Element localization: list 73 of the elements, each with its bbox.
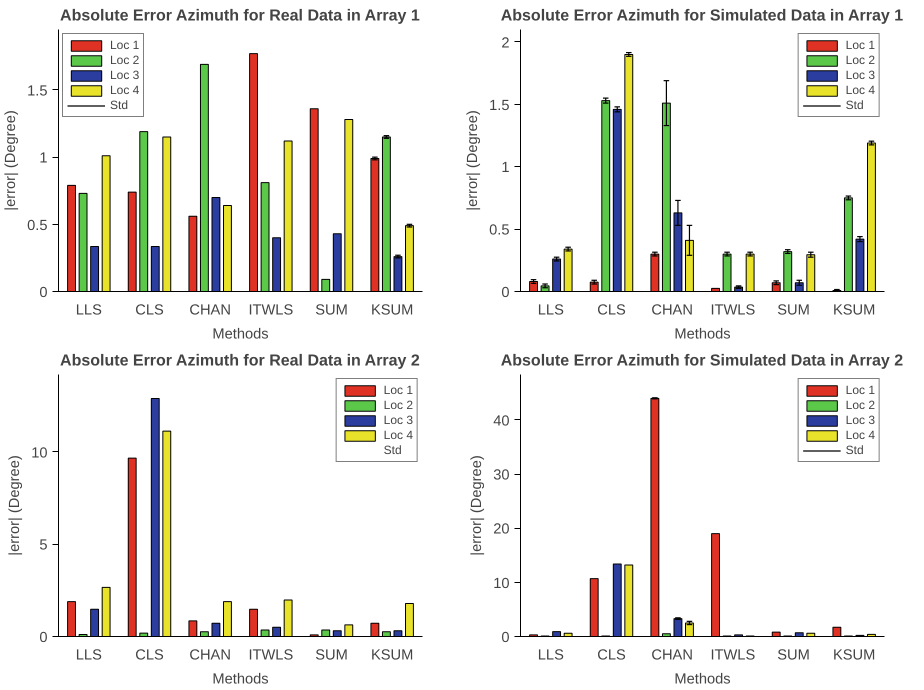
x-tick-label: LLS	[76, 648, 102, 664]
legend-label: Loc 1	[846, 38, 875, 52]
legend-label: Loc 1	[846, 383, 875, 397]
x-tick-label: ITWLS	[248, 648, 294, 664]
legend-label: Loc 4	[846, 428, 875, 442]
y-tick-label: 1	[39, 150, 48, 167]
x-tick-label: CLS	[597, 648, 626, 664]
legend-label: Loc 2	[384, 398, 413, 412]
legend-label: Loc 2	[846, 53, 875, 67]
x-axis-title: Methods	[674, 672, 731, 688]
x-tick-label: CHAN	[651, 648, 693, 664]
legend-label: Loc 2	[846, 398, 875, 412]
y-tick-label: 1.5	[27, 83, 48, 100]
x-tick-label: KSUM	[370, 302, 414, 318]
y-tick-label: 0.5	[489, 222, 510, 239]
x-tick-label: CLS	[135, 648, 164, 664]
x-tick-label: SUM	[315, 302, 348, 318]
y-tick-label: 10	[493, 576, 510, 592]
legend-label: Loc 4	[846, 83, 875, 97]
x-tick-label: KSUM	[832, 648, 876, 664]
y-tick-label: 10	[31, 445, 48, 462]
y-tick-label: 0	[39, 285, 48, 301]
x-tick-label: LLS	[538, 648, 564, 664]
x-tick-label: ITWLS	[710, 648, 756, 664]
x-tick-label: SUM	[315, 648, 348, 664]
annotation: Std	[846, 98, 865, 112]
y-axis-title: |error| (Degree)	[465, 110, 482, 211]
x-tick-label: CHAN	[189, 302, 231, 318]
legend-label: Loc 4	[110, 83, 140, 97]
y-axis-title: |error| (Degree)	[469, 455, 486, 556]
annotation: Std	[384, 443, 403, 457]
y-tick-label: 20	[493, 522, 510, 538]
y-tick-label: 0	[501, 630, 510, 646]
legend-label: Loc 3	[384, 413, 413, 427]
x-tick-label: SUM	[777, 302, 810, 318]
legend-label: Loc 3	[110, 68, 140, 82]
y-tick-label: 2	[501, 35, 510, 52]
x-axis-title: Methods	[212, 672, 269, 688]
legend-label: Loc 3	[846, 413, 875, 427]
x-tick-label: CHAN	[651, 302, 693, 318]
legend-label: Loc 1	[384, 383, 413, 397]
annotation: Std	[110, 98, 130, 112]
y-tick-label: 0	[39, 630, 48, 646]
legend-label: Loc 2	[110, 53, 140, 67]
y-tick-label: 40	[493, 413, 510, 430]
y-tick-label: 0	[501, 285, 510, 301]
legend-label: Loc 3	[846, 68, 875, 82]
x-tick-label: LLS	[538, 302, 564, 318]
x-axis-title: Methods	[212, 326, 269, 342]
x-tick-label: ITWLS	[710, 302, 756, 318]
y-tick-label: 30	[493, 468, 510, 484]
y-tick-label: 5	[39, 538, 48, 554]
chart-title: Absolute Error Azimuth for Simulated Data in Array 2	[500, 352, 904, 370]
y-tick-label: 1	[501, 160, 510, 176]
y-tick-label: 1.5	[489, 98, 510, 114]
chart-title: Absolute Error Azimuth for Simulated Data in Array 1	[500, 8, 904, 24]
legend-label: Loc 1	[110, 38, 140, 52]
annotation: Std	[846, 443, 865, 457]
legend-label: Loc 4	[384, 428, 413, 442]
x-tick-label: CLS	[597, 302, 626, 318]
y-axis-title: |error| (Degree)	[7, 455, 24, 556]
y-tick-label: 0.5	[27, 218, 48, 234]
chart-title: Absolute Error Azimuth for Real Data in Array 2	[60, 352, 420, 370]
x-axis-title: Methods	[674, 326, 731, 342]
x-tick-label: LLS	[76, 302, 102, 318]
x-tick-label: ITWLS	[248, 302, 294, 318]
x-tick-label: KSUM	[832, 302, 876, 318]
x-tick-label: SUM	[777, 648, 810, 664]
y-axis-title: |error| (Degree)	[3, 110, 20, 211]
chart-title: Absolute Error Azimuth for Real Data in Array 1	[60, 8, 420, 24]
x-tick-label: CHAN	[189, 648, 231, 664]
x-tick-label: KSUM	[370, 648, 414, 664]
x-tick-label: CLS	[135, 302, 164, 318]
